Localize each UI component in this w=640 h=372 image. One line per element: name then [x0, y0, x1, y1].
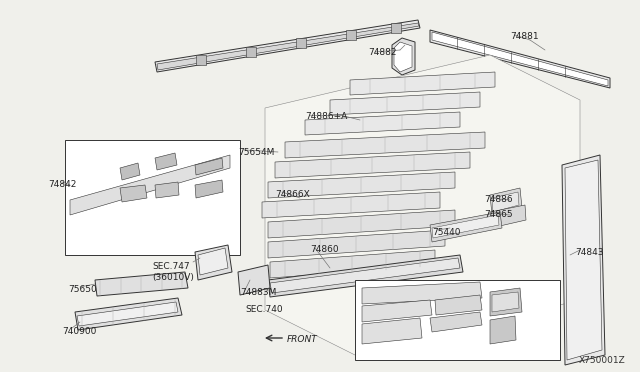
Polygon shape [392, 38, 415, 75]
Polygon shape [492, 292, 519, 312]
Text: 74886: 74886 [484, 195, 513, 204]
Text: 75650: 75650 [68, 285, 97, 294]
Text: 74883M: 74883M [240, 288, 276, 297]
Polygon shape [95, 272, 188, 296]
Polygon shape [562, 155, 605, 365]
Text: 75654M: 75654M [238, 148, 275, 157]
Polygon shape [330, 92, 480, 115]
Text: 74843: 74843 [575, 248, 604, 257]
Polygon shape [268, 210, 455, 238]
Text: 74886+A: 74886+A [305, 112, 348, 121]
Polygon shape [195, 180, 223, 198]
Polygon shape [362, 282, 482, 304]
Polygon shape [265, 55, 580, 355]
Polygon shape [394, 42, 412, 72]
Polygon shape [430, 312, 482, 332]
Polygon shape [157, 23, 419, 70]
Polygon shape [195, 245, 232, 280]
Polygon shape [432, 215, 499, 238]
Polygon shape [362, 300, 432, 322]
Text: 74842: 74842 [48, 180, 76, 189]
Polygon shape [362, 318, 422, 344]
Polygon shape [490, 288, 522, 316]
Polygon shape [268, 230, 445, 258]
Text: 74881: 74881 [510, 32, 539, 41]
Polygon shape [155, 153, 177, 170]
Polygon shape [77, 302, 178, 326]
Bar [246, 46, 256, 57]
Text: 74865: 74865 [484, 210, 513, 219]
Polygon shape [350, 72, 495, 95]
Bar [346, 31, 356, 40]
Text: SEC.747: SEC.747 [152, 262, 189, 271]
Polygon shape [275, 152, 470, 178]
Polygon shape [565, 160, 602, 360]
Text: FRONT: FRONT [287, 335, 317, 344]
Polygon shape [430, 212, 502, 242]
Polygon shape [198, 248, 228, 275]
Polygon shape [285, 132, 485, 158]
Polygon shape [120, 185, 147, 202]
Polygon shape [492, 192, 519, 212]
Polygon shape [262, 192, 440, 218]
Bar [391, 23, 401, 33]
Polygon shape [155, 20, 420, 72]
Text: 75440: 75440 [432, 228, 461, 237]
Polygon shape [268, 172, 455, 198]
Polygon shape [268, 255, 463, 297]
Polygon shape [432, 32, 608, 86]
Bar [65, 140, 240, 255]
Polygon shape [305, 112, 460, 135]
Bar [196, 55, 206, 65]
Text: 740900: 740900 [62, 327, 97, 336]
Polygon shape [490, 316, 516, 344]
Text: X750001Z: X750001Z [579, 356, 625, 365]
Bar [296, 38, 306, 48]
Bar [355, 280, 560, 360]
Polygon shape [270, 250, 435, 278]
Polygon shape [270, 258, 460, 293]
Polygon shape [75, 298, 182, 330]
Polygon shape [435, 295, 482, 315]
Polygon shape [490, 188, 522, 215]
Text: 74866X: 74866X [275, 190, 310, 199]
Polygon shape [155, 182, 179, 198]
Polygon shape [238, 265, 270, 295]
Text: 74860: 74860 [310, 245, 339, 254]
Polygon shape [195, 158, 223, 175]
Polygon shape [120, 163, 140, 180]
Text: 74882: 74882 [368, 48, 397, 57]
Polygon shape [430, 30, 610, 88]
Text: SEC.740: SEC.740 [245, 305, 283, 314]
Polygon shape [490, 205, 526, 228]
Polygon shape [70, 155, 230, 215]
Text: (36010V): (36010V) [152, 273, 194, 282]
